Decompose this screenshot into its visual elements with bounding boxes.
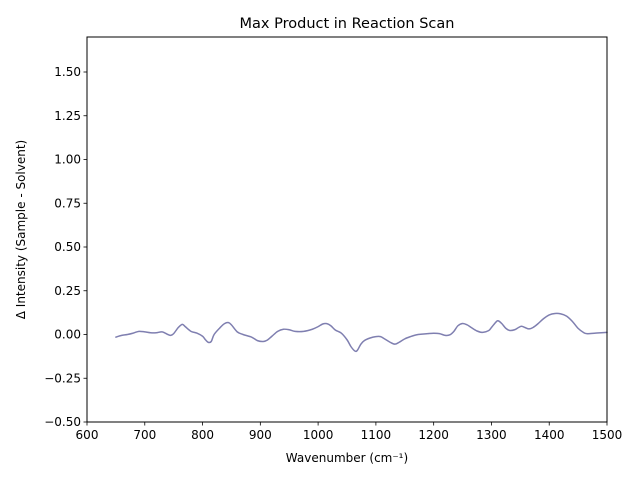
x-tick-label: 1400 bbox=[534, 428, 565, 442]
y-tick-label: 0.00 bbox=[54, 328, 81, 342]
chart-title: Max Product in Reaction Scan bbox=[240, 16, 455, 32]
y-tick-label: 0.25 bbox=[54, 284, 81, 298]
x-tick-label: 1200 bbox=[418, 428, 449, 442]
x-axis-ticks: 600 700 800 900 1000 1100 1200 1300 1400 1500 bbox=[76, 422, 623, 442]
y-tick-label: −0.50 bbox=[44, 415, 81, 429]
y-tick-label: 0.50 bbox=[54, 240, 81, 254]
y-tick-label: 0.75 bbox=[54, 196, 81, 210]
x-tick-label: 800 bbox=[191, 428, 214, 442]
x-tick-label: 1100 bbox=[361, 428, 392, 442]
x-axis-label: Wavenumber (cm⁻¹) bbox=[286, 451, 408, 465]
x-tick-label: 1000 bbox=[303, 428, 334, 442]
x-tick-label: 1500 bbox=[592, 428, 623, 442]
series-line bbox=[115, 312, 608, 353]
y-tick-label: −0.25 bbox=[44, 371, 81, 385]
plot-frame bbox=[86, 36, 608, 423]
y-tick-label: 1.25 bbox=[54, 109, 81, 123]
y-axis-label: Δ Intensity (Sample - Solvent) bbox=[14, 140, 28, 319]
y-axis-ticks: −0.50 −0.25 0.00 0.25 0.50 0.75 1.00 1.25 1.50 bbox=[44, 65, 87, 429]
y-tick-label: 1.50 bbox=[54, 65, 81, 79]
y-tick-label: 1.00 bbox=[54, 153, 81, 167]
x-tick-label: 600 bbox=[76, 428, 99, 442]
x-tick-label: 700 bbox=[133, 428, 156, 442]
x-tick-label: 1300 bbox=[476, 428, 507, 442]
x-tick-label: 900 bbox=[249, 428, 272, 442]
